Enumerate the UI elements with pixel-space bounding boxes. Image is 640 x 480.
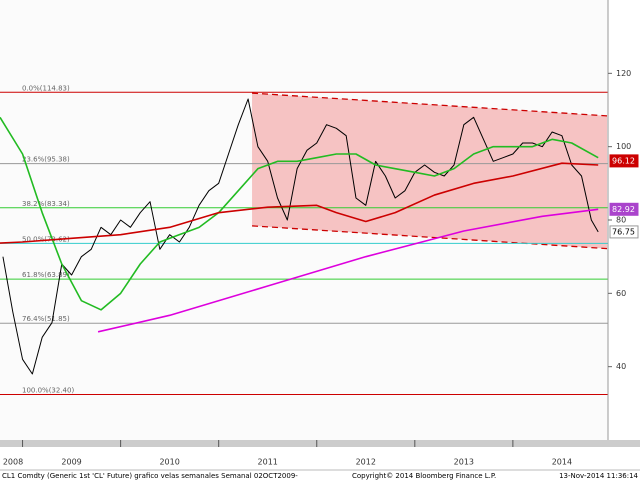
last-value-label: 82.92 [612, 205, 635, 214]
level-label: 76.4%(51.85) [22, 315, 70, 323]
series-line [0, 162, 599, 244]
y-tick-label: 120 [616, 69, 631, 78]
series-line [97, 208, 599, 333]
x-axis-band [0, 440, 640, 447]
last-value-box [609, 225, 639, 239]
x-tick-label: 2009 [61, 458, 81, 467]
channel-area [252, 93, 608, 249]
y-tick-label: 40 [616, 362, 626, 371]
level-label: 100.0%(32.40) [22, 387, 74, 395]
x-tick-label: 2011 [258, 458, 278, 467]
x-tick-label: 2012 [356, 458, 376, 467]
timestamp: 13-Nov-2014 11:36:14 [559, 472, 638, 480]
series-line [2, 98, 599, 375]
last-value-label: 96.12 [612, 156, 635, 165]
level-label: 61.8%(63.89) [22, 271, 70, 279]
last-value-box [609, 154, 639, 168]
x-tick-label: 2013 [454, 458, 474, 467]
level-label: 0.0%(114.83) [22, 84, 70, 92]
level-label: 23.6%(95.38) [22, 156, 70, 164]
x-tick-label: 2010 [159, 458, 179, 467]
level-label: 38.2%(83.34) [22, 200, 70, 208]
x-tick-label: 2008 [3, 458, 23, 467]
series-line [0, 116, 599, 311]
plot-layer: 0.0%(114.83) 23.6%(95.38) 38.2%(83.34) 50.0… [0, 84, 608, 396]
last-value-box [609, 202, 639, 216]
x-tick-label: 2014 [552, 458, 572, 467]
level-label: 50.0%(73.62) [22, 235, 70, 243]
caption: CL1 Comdty (Generic 1st 'CL' Future) gra… [2, 472, 298, 480]
y-tick-label: 100 [616, 142, 631, 151]
y-tick-label: 60 [616, 289, 626, 298]
source: Copyright© 2014 Bloomberg Finance L.P. [352, 472, 496, 480]
last-value-label: 76.75 [612, 227, 635, 236]
y-tick-label: 80 [616, 216, 626, 225]
